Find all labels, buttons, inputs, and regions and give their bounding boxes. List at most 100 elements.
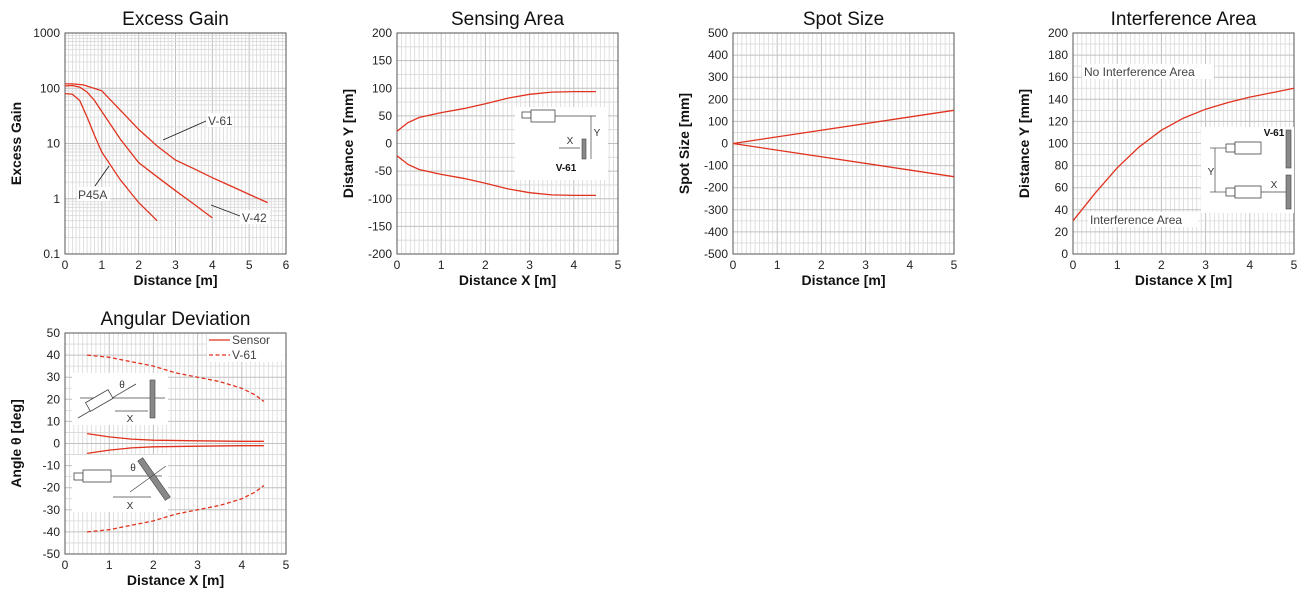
x-tick-label: 2 — [1158, 258, 1165, 272]
x-axis-label: Distance [m] — [801, 272, 885, 288]
region-label-no-interference: No Interference Area — [1084, 65, 1195, 79]
y-tick-label: 200 — [708, 92, 728, 106]
series-line-curve-1 — [87, 445, 264, 455]
chart-title: Sensing Area — [451, 9, 564, 30]
x-tick-label: 4 — [906, 258, 913, 272]
region-label-interference: Interference Area — [1090, 213, 1182, 227]
reflector-icon — [581, 138, 587, 160]
plot-frame — [64, 32, 287, 255]
y-tick-label: 30 — [47, 370, 61, 384]
reflector-icon — [1285, 129, 1292, 169]
x-tick-label: 4 — [1246, 258, 1253, 272]
chart-title: Excess Gain — [122, 9, 229, 30]
x-tick-label: 0 — [62, 558, 69, 572]
x-tick-label: 3 — [1202, 258, 1209, 272]
diagram-label-x: X — [127, 501, 134, 512]
y-tick-label: 300 — [708, 70, 728, 84]
annotation-v42: V-42 — [242, 211, 267, 225]
y-tick-label: -300 — [704, 203, 728, 217]
y-tick-label: 200 — [372, 26, 392, 40]
annotation-leader — [94, 165, 110, 187]
diagram-background — [72, 455, 168, 512]
sensor-head-icon — [73, 472, 84, 481]
series-line-curve-3 — [87, 484, 265, 533]
grid-lines — [64, 332, 287, 555]
diagram-label-y: Y — [1208, 167, 1215, 178]
y-tick-label: -50 — [375, 164, 393, 178]
series-line-curve-0 — [396, 90, 596, 132]
y-axis-label: Angle θ [deg] — [8, 399, 24, 487]
diagram-background — [515, 107, 608, 180]
series-line-curve-0 — [1072, 87, 1295, 222]
x-tick-label: 1 — [98, 258, 105, 272]
angle-diagram-upper: θX — [72, 373, 168, 425]
y-tick-label: 0 — [385, 137, 392, 151]
x-tick-label: 0 — [730, 258, 737, 272]
chart-title: Interference Area — [1111, 9, 1257, 30]
y-tick-label: -10 — [43, 459, 61, 473]
series-line-sensor — [87, 432, 264, 442]
y-tick-label: -150 — [368, 219, 392, 233]
x-tick-label: 3 — [862, 258, 869, 272]
y-tick-label: 100 — [708, 114, 728, 128]
y-tick-label: 200 — [1048, 26, 1068, 40]
chart-panel-3: 0 1 2 3 4 5 0 20 40 60 80 100 120 140 160 180 200 Interfe… — [1016, 9, 1298, 288]
sensor-head-icon — [1225, 187, 1236, 197]
y-tick-label: -100 — [704, 159, 728, 173]
y-tick-label: 100 — [1048, 137, 1068, 151]
x-tick-label: 0 — [1070, 258, 1077, 272]
y-tick-label: -20 — [43, 481, 61, 495]
series-line-v-61 — [65, 83, 268, 204]
x-tick-label: 2 — [150, 558, 157, 572]
y-tick-label: 10 — [47, 137, 61, 151]
x-tick-label: 0 — [394, 258, 401, 272]
x-tick-label: 1 — [438, 258, 445, 272]
x-tick-label: 3 — [172, 258, 179, 272]
y-tick-label: 500 — [708, 26, 728, 40]
annotation-v61: V-61 — [208, 114, 233, 128]
y-tick-label: 180 — [1048, 48, 1068, 62]
x-tick-label: 2 — [818, 258, 825, 272]
y-tick-label: 120 — [1048, 114, 1068, 128]
plot-frame — [64, 332, 287, 555]
y-tick-label: 50 — [379, 109, 393, 123]
diagram-label-x: X — [567, 136, 574, 147]
diagram-label-y: Y — [594, 128, 601, 139]
y-axis-label: Distance Y [mm] — [340, 89, 356, 198]
annotation-leader — [210, 204, 241, 217]
sensor-head-icon — [521, 111, 532, 119]
y-tick-label: -30 — [43, 503, 61, 517]
series-line-curve-1 — [396, 155, 596, 197]
series-line-curve-0 — [732, 109, 955, 145]
chart-title: Angular Deviation — [101, 309, 251, 330]
y-tick-label: 40 — [47, 348, 61, 362]
series-line-v-61 — [87, 354, 265, 403]
y-tick-label: 1000 — [33, 26, 60, 40]
x-tick-label: 0 — [62, 258, 69, 272]
sensor-body-icon — [1234, 141, 1262, 155]
reflector-icon — [149, 379, 156, 419]
annotation-leader — [162, 120, 207, 141]
reflector-icon — [137, 457, 171, 501]
y-axis-label: Distance Y [mm] — [1016, 89, 1032, 198]
diagram-label-x: X — [1271, 180, 1278, 191]
reflector-icon — [1285, 174, 1292, 210]
y-tick-label: 0 — [1061, 247, 1068, 261]
x-tick-label: 5 — [283, 558, 290, 572]
sensor-body-icon — [1234, 185, 1262, 199]
y-tick-label: 100 — [40, 81, 60, 95]
diagram-label-theta: θ — [130, 463, 136, 474]
sensor-body-icon — [84, 389, 114, 412]
y-tick-label: 400 — [708, 48, 728, 62]
chart-title: Spot Size — [803, 9, 884, 30]
y-tick-label: 20 — [1055, 225, 1069, 239]
x-tick-label: 1 — [106, 558, 113, 572]
y-tick-label: -200 — [368, 247, 392, 261]
interference-diagram: V-61 Y X — [1201, 127, 1294, 213]
legend-background — [207, 334, 285, 362]
annotation-p45a: P45A — [78, 188, 107, 202]
x-tick-label: 5 — [1291, 258, 1298, 272]
y-tick-label: 50 — [47, 326, 61, 340]
y-tick-label: 100 — [372, 81, 392, 95]
